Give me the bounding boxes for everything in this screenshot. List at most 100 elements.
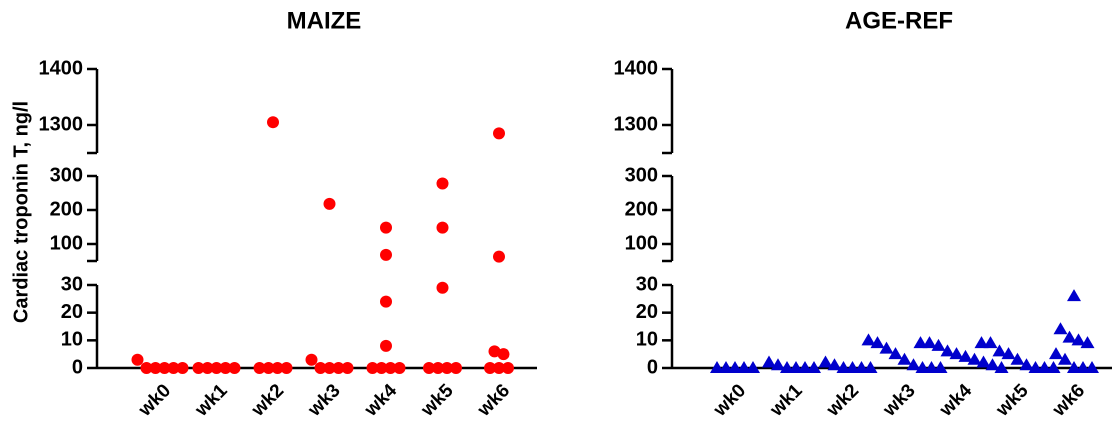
data-point [384, 362, 397, 374]
data-point [897, 352, 912, 365]
x-tick-label: wk2 [822, 380, 863, 421]
data-point [380, 248, 392, 261]
data-point [493, 250, 505, 263]
x-tick-label: wk6 [1048, 380, 1089, 421]
x-tick-label: wk5 [992, 380, 1033, 421]
data-point [375, 362, 388, 374]
data-point [484, 362, 496, 374]
y-tick-label: 30 [61, 273, 83, 295]
data-point [131, 353, 144, 366]
data-point [497, 348, 510, 361]
x-tick-label: wk4 [935, 380, 976, 421]
data-point [1080, 336, 1095, 349]
data-point [780, 361, 794, 373]
data-point [432, 362, 444, 374]
data-point [441, 362, 453, 374]
data-point [1037, 361, 1052, 373]
data-point [305, 353, 318, 366]
data-point [393, 362, 406, 374]
data-point [1085, 361, 1099, 373]
y-tick-label: 100 [625, 232, 658, 254]
y-tick-label: 1300 [614, 113, 659, 135]
data-point [1067, 289, 1081, 302]
data-point [940, 344, 955, 357]
x-tick-label: wk5 [417, 380, 458, 421]
data-point [976, 355, 991, 368]
y-tick-label: 10 [636, 329, 658, 351]
data-point [314, 362, 327, 374]
data-point [380, 295, 392, 308]
data-point [888, 347, 903, 360]
data-point [341, 362, 354, 374]
y-tick-label: 20 [636, 301, 658, 323]
data-point [436, 281, 449, 294]
data-point [1067, 361, 1081, 373]
x-tick-label: wk1 [191, 380, 232, 421]
y-tick-label: 300 [625, 164, 658, 186]
data-point [924, 361, 939, 373]
y-tick-label: 200 [625, 198, 658, 220]
data-point [267, 116, 279, 129]
data-point [710, 361, 724, 373]
data-point [488, 345, 501, 358]
data-point [219, 362, 232, 374]
y-tick-label: 1400 [39, 57, 84, 79]
data-point [380, 339, 392, 352]
x-tick-label: wk4 [360, 380, 401, 421]
data-point [1076, 361, 1090, 373]
data-point [423, 362, 435, 374]
data-point [861, 333, 876, 346]
data-point [271, 362, 284, 374]
data-point [366, 362, 379, 374]
data-point [140, 362, 153, 374]
x-tick-label: wk2 [247, 380, 288, 421]
x-tick-label: wk6 [473, 380, 514, 421]
y-tick-label: 0 [647, 356, 658, 378]
data-point [789, 361, 803, 373]
data-point [201, 362, 214, 374]
data-point [728, 361, 742, 373]
data-point [1046, 361, 1061, 373]
data-point [992, 344, 1007, 357]
data-point [931, 338, 946, 351]
data-point [906, 358, 921, 371]
y-tick-label: 10 [61, 329, 83, 351]
y-tick-label: 200 [50, 198, 83, 220]
y-tick-label: 1400 [614, 57, 659, 79]
data-point [854, 361, 869, 373]
data-point [493, 362, 505, 374]
data-point [192, 362, 205, 374]
y-tick-label: 20 [61, 301, 83, 323]
data-point [280, 362, 293, 374]
data-point [737, 361, 751, 373]
data-point [167, 362, 180, 374]
data-point [827, 358, 842, 371]
data-point [228, 362, 241, 374]
data-point [958, 349, 973, 362]
x-tick-label: wk3 [879, 380, 920, 421]
data-point [502, 362, 514, 374]
data-point [149, 362, 162, 374]
data-point [1053, 322, 1068, 335]
data-point [771, 358, 785, 371]
chart-title: AGE-REF [845, 7, 953, 34]
data-point [983, 336, 998, 349]
data-point [967, 352, 982, 365]
data-point [158, 362, 171, 374]
data-point [323, 362, 336, 374]
data-point [253, 362, 266, 374]
data-point [380, 221, 392, 234]
data-point [323, 197, 336, 210]
data-point [719, 361, 733, 373]
data-point [332, 362, 345, 374]
data-point [210, 362, 223, 374]
data-point [436, 221, 449, 234]
data-point [176, 362, 189, 374]
data-point [1010, 352, 1025, 365]
data-point [974, 336, 989, 349]
y-axis-label: Cardiac troponin T, ng/l [10, 101, 32, 323]
x-tick-label: wk0 [709, 380, 750, 421]
data-point [1062, 330, 1077, 343]
x-tick-label: wk3 [304, 380, 345, 421]
